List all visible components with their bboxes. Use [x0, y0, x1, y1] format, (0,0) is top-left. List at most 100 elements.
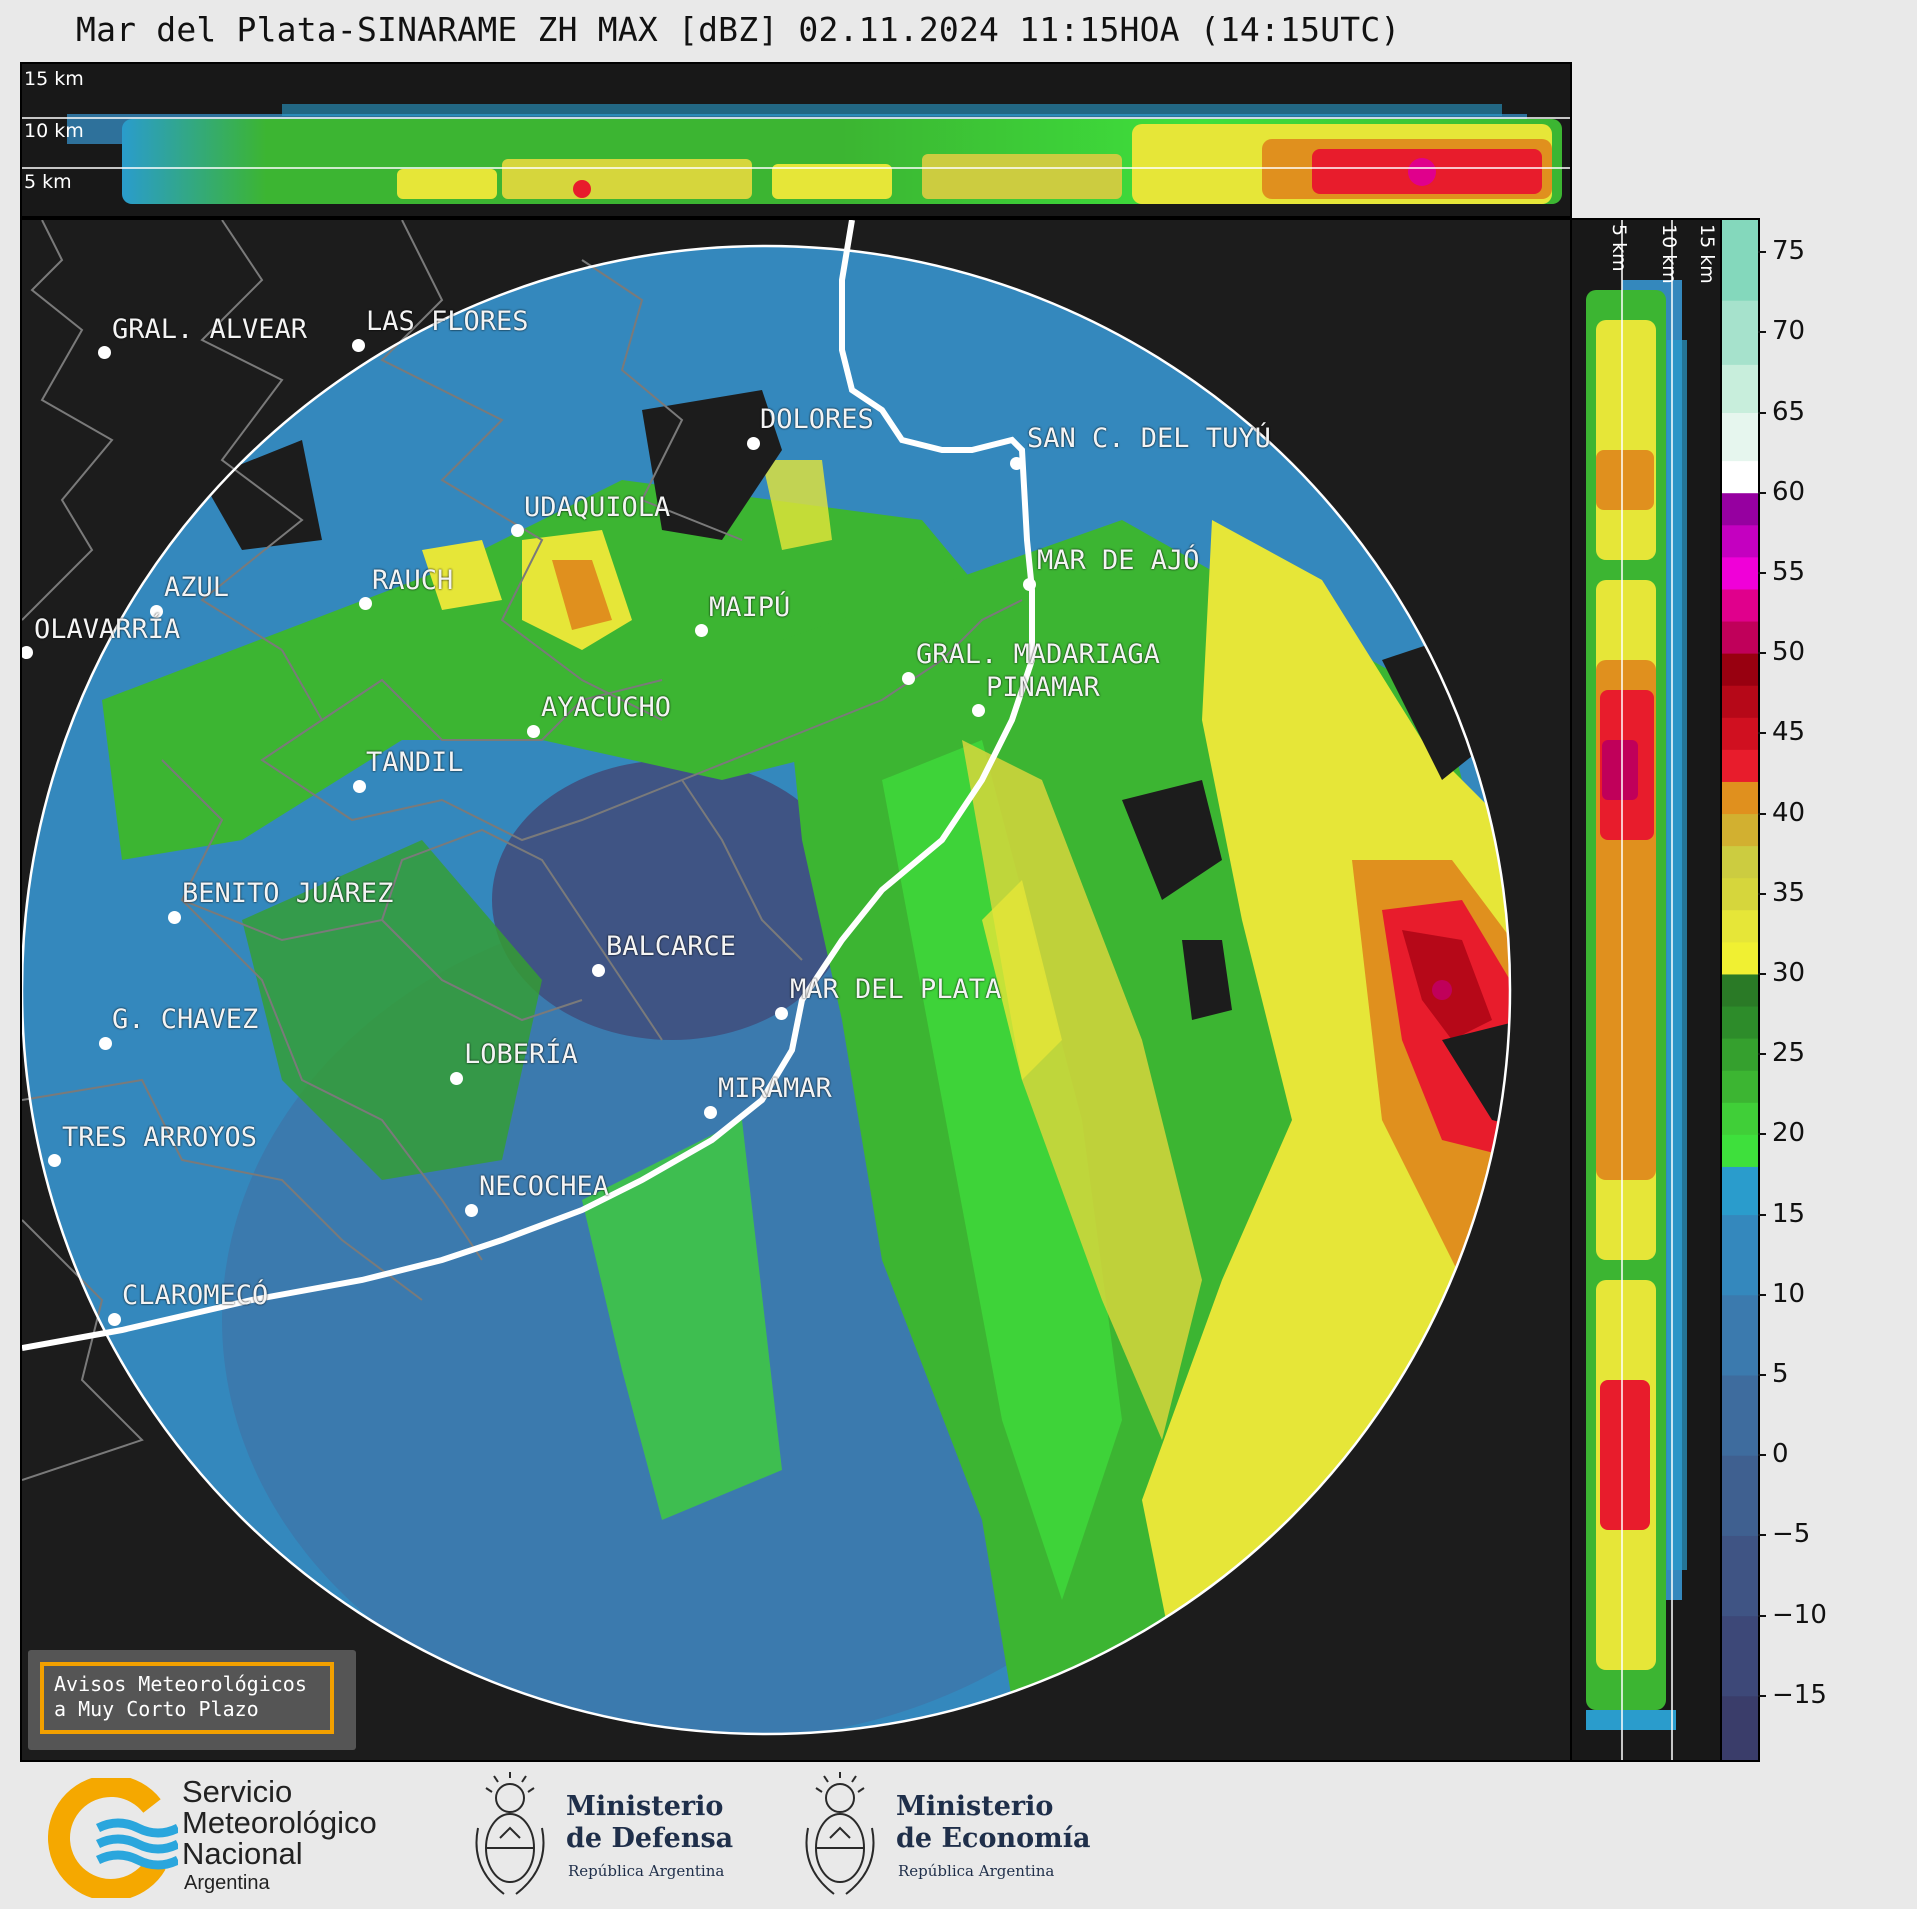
colorbar-tick-label: 10 [1772, 1278, 1806, 1309]
city-marker-claromeco [108, 1313, 121, 1326]
city-marker-mar-de-ajo [1023, 578, 1036, 591]
city-marker-balcarce [592, 964, 605, 977]
defensa-coat-of-arms-icon [475, 1772, 545, 1895]
smn-country: Argentina [184, 1872, 270, 1894]
city-marker-mar-del-plata [775, 1007, 788, 1020]
colorbar-tick-mark [1758, 1133, 1766, 1136]
city-label-olavarria: OLAVARRÍA [34, 614, 181, 645]
colorbar-tick-mark [1758, 1614, 1766, 1617]
height-label-5km: 5 km [24, 171, 72, 193]
city-label-pinamar: PINAMAR [986, 672, 1100, 703]
top-vertical-profile-panel: 15 km 10 km 5 km [20, 62, 1572, 218]
colorbar-tick-label: 0 [1772, 1439, 1789, 1470]
colorbar-tick-label: 35 [1772, 877, 1806, 908]
colorbar-tick-label: −10 [1772, 1599, 1827, 1630]
side-vertical-profile-panel: 5 km 10 km 15 km [1570, 218, 1724, 1762]
colorbar-tick-mark [1758, 972, 1766, 975]
colorbar-segment [1722, 1006, 1758, 1039]
colorbar-tick-label: 30 [1772, 957, 1806, 988]
side-profile-graphic [1586, 220, 1687, 1760]
city-label-mar-de-ajo: MAR DE AJÓ [1037, 545, 1200, 576]
colorbar-tick-label: 75 [1772, 236, 1806, 267]
colorbar-segment [1722, 1134, 1758, 1167]
colorbar-scale [1722, 220, 1758, 1760]
city-label-dolores: DOLORES [760, 404, 874, 435]
colorbar-segment [1722, 813, 1758, 847]
colorbar-tick-mark [1758, 1534, 1766, 1537]
smn-name-line-2: Meteorológico [182, 1805, 377, 1840]
city-marker-necochea [465, 1204, 478, 1217]
colorbar-tick-label: 55 [1772, 556, 1806, 587]
warning-box-frame: Avisos Meteorológicos a Muy Corto Plazo [40, 1662, 334, 1734]
colorbar-segment [1722, 300, 1758, 365]
colorbar-tick-mark [1758, 892, 1766, 895]
colorbar-tick-label: −5 [1772, 1519, 1811, 1550]
defensa-title-line-1: Ministerio [566, 1791, 724, 1822]
radar-map-panel: GRAL. ALVEAR LAS FLORES DOLORES SAN C. D… [20, 218, 1572, 1762]
colorbar-segment [1722, 653, 1758, 686]
colorbar-tick-mark [1758, 1053, 1766, 1056]
colorbar-segment [1722, 1038, 1758, 1071]
colorbar-segment [1722, 717, 1758, 750]
height-label-15km: 15 km [24, 68, 84, 90]
city-marker-tandil [353, 780, 366, 793]
logo-footer: Servicio Meteorológico Nacional Argentin… [0, 1762, 1917, 1909]
colorbar-tick-mark [1758, 251, 1766, 254]
smn-name-line-1: Servicio [182, 1774, 293, 1809]
colorbar-segment [1722, 973, 1758, 1007]
economia-coat-of-arms-icon [805, 1772, 875, 1895]
economia-title-line-1: Ministerio [896, 1791, 1054, 1822]
colorbar-tick-label: 25 [1772, 1038, 1806, 1069]
colorbar-segment [1722, 877, 1758, 911]
colorbar-tick-label: 65 [1772, 396, 1806, 427]
colorbar-tick-mark [1758, 491, 1766, 494]
city-label-ayacucho: AYACUCHO [541, 692, 672, 723]
city-marker-tres-arroyos [48, 1154, 61, 1167]
city-label-san-clemente: SAN C. DEL TUYÚ [1027, 423, 1271, 454]
city-label-tres-arroyos: TRES ARROYOS [62, 1122, 258, 1153]
colorbar-tick-mark [1758, 732, 1766, 735]
colorbar-segment [1722, 909, 1758, 943]
city-label-benito-juarez: BENITO JUÁREZ [182, 878, 394, 909]
colorbar-tick-mark [1758, 411, 1766, 414]
city-marker-las-flores [352, 339, 365, 352]
warning-line-2: a Muy Corto Plazo [54, 1697, 259, 1721]
economia-subtitle: República Argentina [898, 1862, 1055, 1880]
colorbar-segment [1722, 524, 1758, 558]
city-label-azul: AZUL [164, 572, 230, 603]
side-height-label-15km: 15 km [1696, 224, 1718, 284]
colorbar-tick-label: 70 [1772, 316, 1806, 347]
city-marker-azul [150, 605, 163, 618]
city-label-rauch: RAUCH [372, 565, 454, 596]
colorbar-segment [1722, 1070, 1758, 1103]
city-marker-g-chavez [99, 1037, 112, 1050]
colorbar-segment [1722, 588, 1758, 622]
city-label-g-chavez: G. CHAVEZ [112, 1004, 259, 1035]
colorbar-segment [1722, 781, 1758, 815]
city-marker-miramar [704, 1106, 717, 1119]
colorbar-segment [1722, 685, 1758, 718]
side-height-label-10km: 10 km [1658, 224, 1680, 284]
city-label-tandil: TANDIL [366, 747, 464, 778]
colorbar-segment [1722, 364, 1758, 413]
colorbar-tick-mark [1758, 1374, 1766, 1376]
city-marker-maipu [695, 624, 708, 637]
colorbar-tick-mark [1758, 652, 1766, 655]
smn-logo-icon [48, 1778, 178, 1898]
colorbar-tick-label: 5 [1772, 1359, 1789, 1389]
city-label-las-flores: LAS FLORES [366, 306, 529, 337]
city-marker-olavarria [22, 646, 33, 659]
colorbar-segment [1722, 220, 1758, 301]
colorbar-tick-mark [1758, 1454, 1766, 1457]
colorbar-tick-mark [1758, 812, 1766, 815]
city-marker-pinamar [972, 704, 985, 717]
colorbar-tick-label: 20 [1772, 1118, 1806, 1149]
city-label-balcarce: BALCARCE [606, 931, 737, 962]
colorbar-tick-label: 45 [1772, 717, 1806, 748]
colorbar-segment [1722, 412, 1758, 462]
warning-line-1: Avisos Meteorológicos [54, 1672, 307, 1696]
colorbar-tick-mark [1758, 1293, 1766, 1296]
city-label-maipu: MAIPÚ [709, 592, 791, 623]
colorbar-tick-mark [1758, 331, 1766, 334]
colorbar-segment [1722, 1166, 1758, 1216]
